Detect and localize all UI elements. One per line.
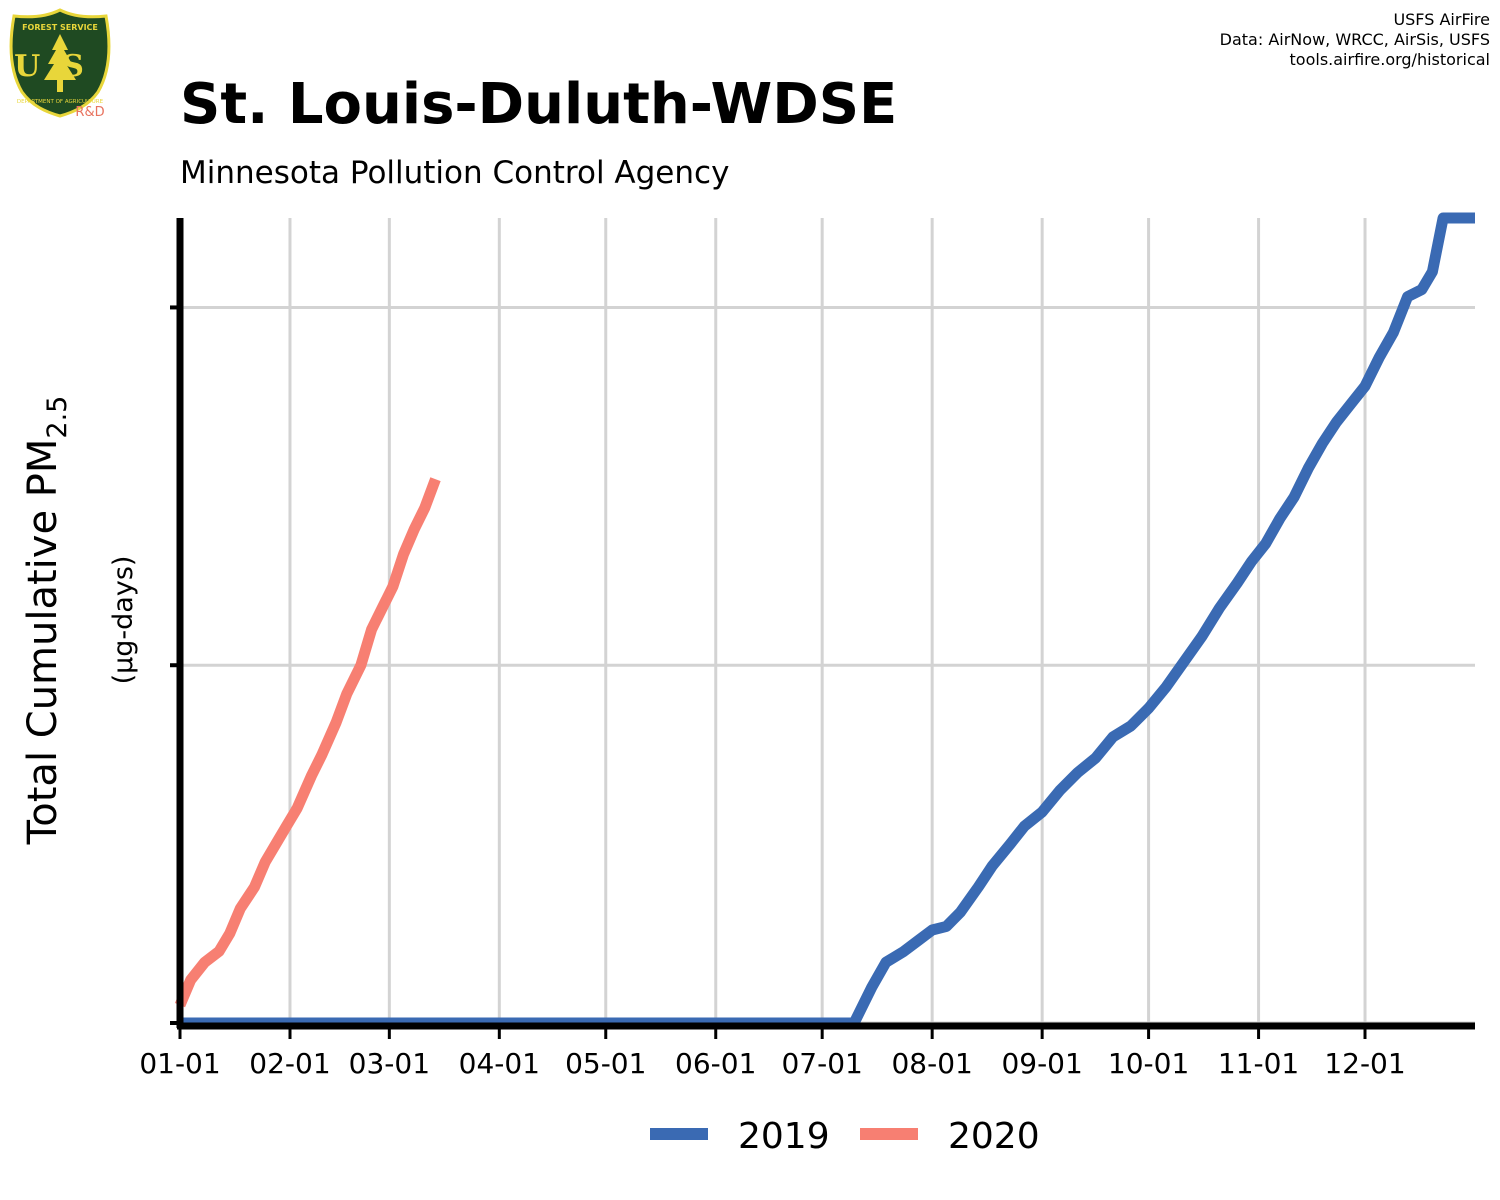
y-axis-label-main: Total Cumulative PM	[20, 439, 66, 846]
y-axis-units: (µg-days)	[108, 556, 139, 685]
series-line-2020	[174, 477, 441, 1008]
x-tick-label: 09-01	[1001, 1047, 1082, 1080]
x-tick-label: 03-01	[349, 1047, 430, 1080]
chart-subtitle: Minnesota Pollution Control Agency	[180, 155, 730, 191]
svg-text:Total Cumulative PM2.5: Total Cumulative PM2.5	[20, 396, 73, 846]
pine-tree-icon	[44, 34, 76, 92]
y-axis-label: Total Cumulative PM2.5	[20, 396, 73, 846]
y-axis-label-subscript: 2.5	[42, 396, 73, 439]
chart-title: St. Louis-Duluth-WDSE	[180, 72, 898, 137]
x-tick-label: 06-01	[675, 1047, 756, 1080]
axes	[170, 218, 1475, 1039]
logo-letters: US	[14, 49, 106, 84]
series-lines	[174, 212, 1475, 1029]
data-credits: USFS AirFire Data: AirNow, WRCC, AirSis,…	[1220, 10, 1490, 70]
x-tick-label: 04-01	[459, 1047, 540, 1080]
series-line-2019	[180, 212, 1475, 1029]
x-tick-label: 11-01	[1218, 1047, 1299, 1080]
gridlines	[180, 218, 1475, 1025]
x-tick-label: 10-01	[1108, 1047, 1189, 1080]
x-tick-label: 01-01	[139, 1047, 220, 1080]
x-tick-label: 08-01	[891, 1047, 972, 1080]
credit-line-2: Data: AirNow, WRCC, AirSis, USFS	[1219, 30, 1490, 49]
x-tick-label: 05-01	[565, 1047, 646, 1080]
logo-top-text: FOREST SERVICE	[22, 23, 98, 32]
credit-line-3: tools.airfire.org/historical	[1289, 50, 1490, 69]
usfs-shield-logo: FOREST SERVICE US DEPARTMENT OF AGRICULT…	[9, 8, 111, 120]
logo-bottom-text: DEPARTMENT OF AGRICULTURE	[17, 99, 104, 105]
x-tick-label: 02-01	[249, 1047, 330, 1080]
x-tick-label: 07-01	[781, 1047, 862, 1080]
legend: 2019 2020	[650, 1116, 1040, 1157]
legend-label-2020: 2020	[948, 1116, 1040, 1157]
x-tick-labels: 01-01 02-01 03-01 04-01 05-01 06-01 07-01 08-01…	[139, 1047, 1405, 1080]
credit-line-1: USFS AirFire	[1393, 10, 1490, 29]
x-tick-label: 12-01	[1324, 1047, 1405, 1080]
legend-label-2019: 2019	[738, 1116, 830, 1157]
logo-rd-label: R&D	[75, 105, 104, 120]
